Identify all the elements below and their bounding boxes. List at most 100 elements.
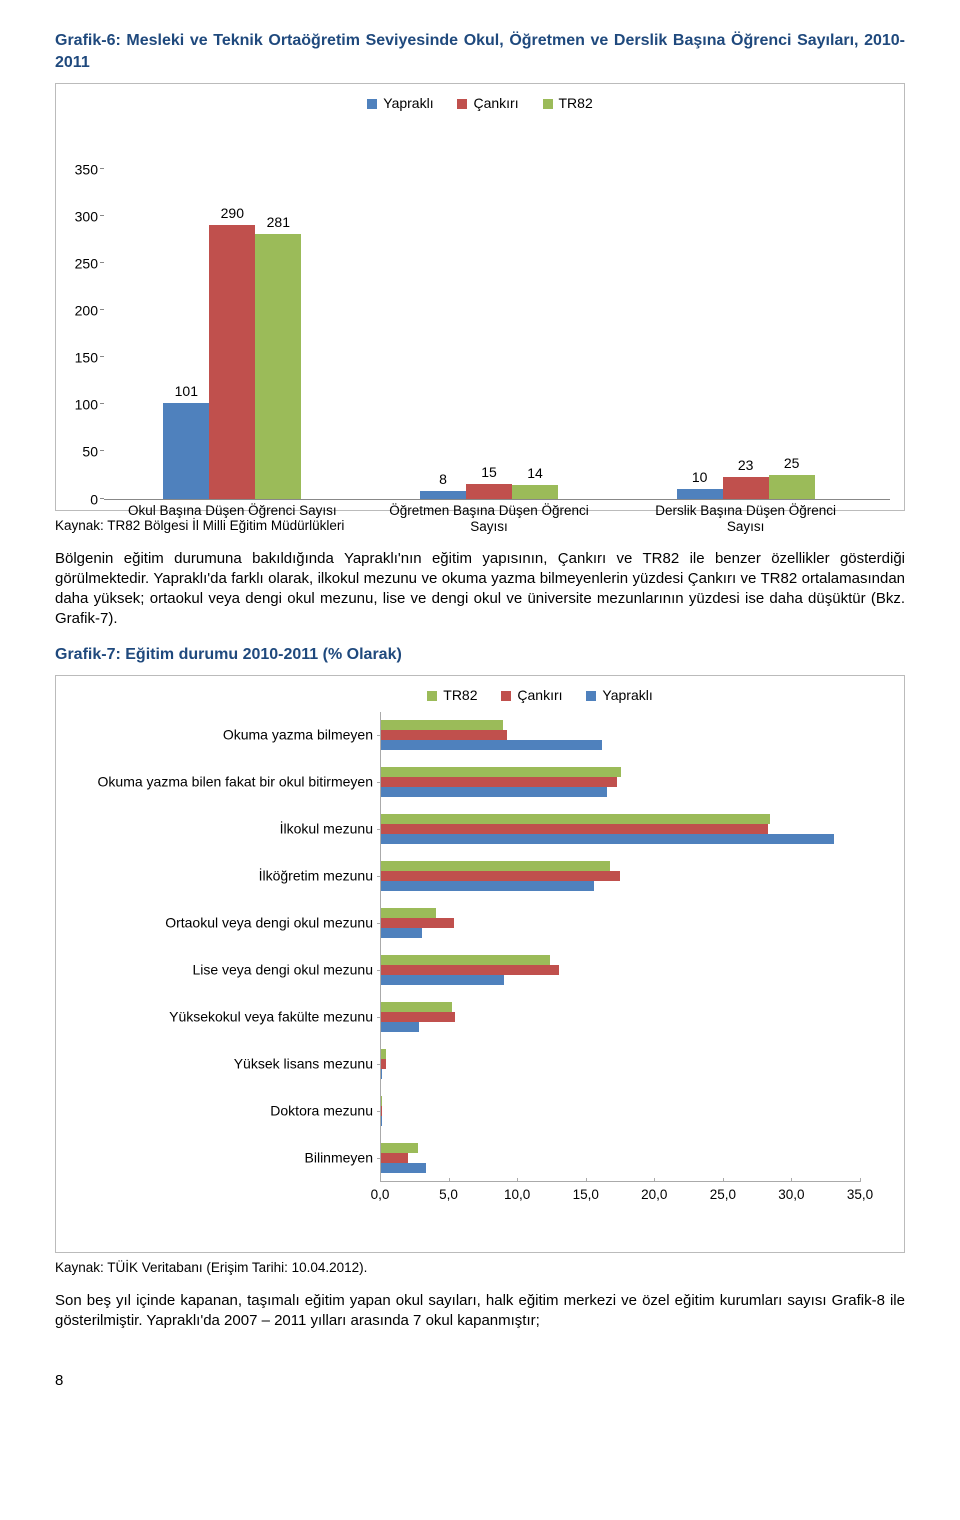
legend-label: Çankırı: [473, 94, 518, 113]
hbar: [381, 787, 607, 797]
bar-value-label: 8: [420, 470, 466, 489]
hbar: [381, 955, 550, 965]
hbar: [381, 928, 422, 938]
bar-value-label: 281: [255, 213, 301, 232]
hbar: [381, 975, 504, 985]
legend-item: TR82: [427, 686, 477, 705]
category-label: Yüksek lisans mezunu: [71, 1055, 381, 1074]
legend-item: Çankırı: [457, 94, 518, 113]
bar-value-label: 15: [466, 463, 512, 482]
bar-value-label: 101: [163, 382, 209, 401]
category-label: Okuma yazma bilmeyen: [71, 726, 381, 745]
chart6-title: Grafik-6: Mesleki ve Teknik Ortaöğretim …: [55, 30, 905, 73]
hbar: [381, 1163, 426, 1173]
bar: [769, 475, 815, 499]
bar-value-label: 14: [512, 464, 558, 483]
swatch-red: [501, 691, 511, 701]
y-tick-label: 50: [82, 443, 98, 462]
chart7-source: Kaynak: TÜİK Veritabanı (Erişim Tarihi: …: [55, 1259, 905, 1277]
x-tick-label: 25,0: [710, 1186, 736, 1204]
chart7-area: Okuma yazma bilmeyenOkuma yazma bilen fa…: [380, 712, 890, 1242]
bar: [466, 484, 512, 498]
legend-item: Yapraklı: [586, 686, 652, 705]
legend-item: Yapraklı: [367, 94, 433, 113]
y-tick-label: 150: [75, 349, 98, 368]
hbar: [381, 1059, 386, 1069]
category-label: Okuma yazma bilen fakat bir okul bitirme…: [71, 773, 381, 792]
category-label: Bilinmeyen: [71, 1149, 381, 1168]
bar-value-label: 23: [723, 456, 769, 475]
hbar: [381, 777, 617, 787]
legend-label: Çankırı: [517, 686, 562, 705]
page-number: 8: [55, 1371, 905, 1391]
chart6-area: 050100150200250300350 101290281815141023…: [104, 120, 890, 500]
hbar: [381, 881, 594, 891]
hbar: [381, 824, 768, 834]
hbar: [381, 965, 559, 975]
bar: [163, 403, 209, 498]
x-tick-label: 0,0: [371, 1186, 390, 1204]
group-label: Derslik Başına Düşen Öğrenci Sayısı: [641, 499, 851, 535]
swatch-blue: [367, 99, 377, 109]
paragraph-2: Son beş yıl içinde kapanan, taşımalı eği…: [55, 1291, 905, 1332]
category-label: Ortaokul veya dengi okul mezunu: [71, 914, 381, 933]
y-tick-label: 200: [75, 302, 98, 321]
chart7-x-ticks: 0,05,010,015,020,025,030,035,0: [380, 1182, 860, 1206]
legend-label: TR82: [559, 94, 593, 113]
hbar: [381, 1153, 408, 1163]
hbar: [381, 1106, 382, 1116]
bar: [420, 491, 466, 499]
group-label: Okul Başına Düşen Öğrenci Sayısı: [127, 499, 337, 519]
y-tick-label: 0: [90, 490, 98, 509]
legend-item: Çankırı: [501, 686, 562, 705]
x-tick-label: 10,0: [504, 1186, 530, 1204]
x-tick-label: 30,0: [778, 1186, 804, 1204]
category-label: İlköğretim mezunu: [71, 867, 381, 886]
category-label: İlkokul mezunu: [71, 820, 381, 839]
x-tick-label: 5,0: [439, 1186, 458, 1204]
legend-label: Yapraklı: [602, 686, 652, 705]
hbar: [381, 740, 602, 750]
chart7-title: Grafik-7: Eğitim durumu 2010-2011 (% Ola…: [55, 644, 905, 666]
hbar: [381, 834, 834, 844]
category-label: Lise veya dengi okul mezunu: [71, 961, 381, 980]
bar: [209, 225, 255, 498]
hbar: [381, 1012, 455, 1022]
bar: [723, 477, 769, 499]
hbar: [381, 1049, 386, 1059]
legend-label: TR82: [443, 686, 477, 705]
bar-value-label: 290: [209, 204, 255, 223]
legend-label: Yapraklı: [383, 94, 433, 113]
chart7-plot: Okuma yazma bilmeyenOkuma yazma bilen fa…: [380, 712, 860, 1182]
category-label: Yüksekokul veya fakülte mezunu: [71, 1008, 381, 1027]
legend-item: TR82: [543, 94, 593, 113]
swatch-green: [427, 691, 437, 701]
chart6-box: Yapraklı Çankırı TR82 050100150200250300…: [55, 83, 905, 510]
x-tick-label: 35,0: [847, 1186, 873, 1204]
chart6-legend: Yapraklı Çankırı TR82: [70, 94, 890, 113]
hbar: [381, 871, 620, 881]
paragraph-1: Bölgenin eğitim durumuna bakıldığında Ya…: [55, 549, 905, 630]
hbar: [381, 730, 507, 740]
bar: [677, 489, 723, 498]
bar: [512, 485, 558, 498]
hbar: [381, 908, 436, 918]
hbar: [381, 861, 610, 871]
chart6-plot: 10129028181514102325Okul Başına Düşen Öğ…: [104, 170, 890, 500]
chart7-box: TR82 Çankırı Yapraklı Okuma yazma bilmey…: [55, 675, 905, 1252]
hbar: [381, 767, 621, 777]
y-tick-label: 350: [75, 160, 98, 179]
bar-value-label: 25: [769, 454, 815, 473]
bar-value-label: 10: [677, 468, 723, 487]
hbar: [381, 1116, 382, 1126]
hbar: [381, 1002, 452, 1012]
swatch-green: [543, 99, 553, 109]
hbar: [381, 814, 770, 824]
y-tick-label: 250: [75, 254, 98, 273]
chart7-legend: TR82 Çankırı Yapraklı: [190, 686, 890, 705]
swatch-blue: [586, 691, 596, 701]
hbar: [381, 720, 503, 730]
category-label: Doktora mezunu: [71, 1102, 381, 1121]
x-tick-label: 20,0: [641, 1186, 667, 1204]
hbar: [381, 918, 454, 928]
